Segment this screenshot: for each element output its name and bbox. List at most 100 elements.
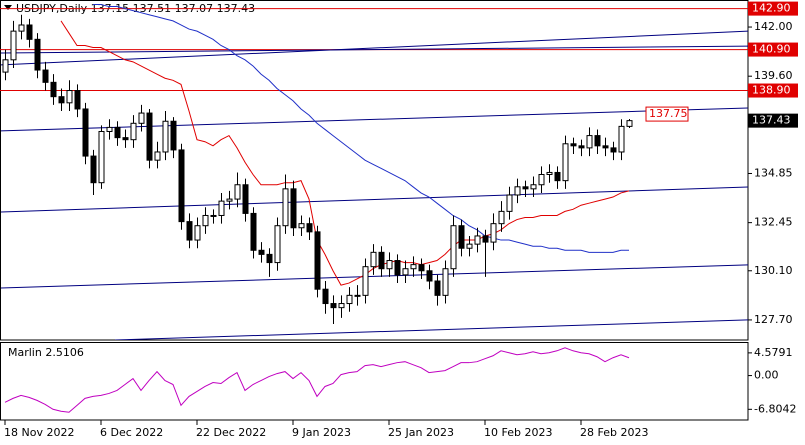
candle-body xyxy=(274,225,281,264)
candle-body xyxy=(546,171,553,176)
price-marker-box xyxy=(645,106,689,122)
indicator-y-tick-label: -6.8042 xyxy=(754,402,796,415)
candle-body xyxy=(98,130,105,184)
candle-body xyxy=(66,90,73,104)
candle-body xyxy=(498,210,505,225)
y-tick-label: 130.10 xyxy=(754,264,793,277)
candle-body xyxy=(626,120,633,127)
y-tick-label: 142.00 xyxy=(754,20,793,33)
candle-body xyxy=(178,149,185,223)
candle-body xyxy=(522,186,529,190)
candle-body xyxy=(370,251,377,268)
candle-body xyxy=(34,38,41,71)
menu-triangle[interactable] xyxy=(4,5,12,10)
y-tick-label: 134.85 xyxy=(754,166,793,179)
y-tick-label: 139.60 xyxy=(754,69,793,82)
level-label-box xyxy=(748,42,798,57)
candle-body xyxy=(554,171,561,182)
candle-body xyxy=(162,120,169,153)
candle-body xyxy=(338,303,345,309)
candle-body xyxy=(138,112,145,124)
candle-body xyxy=(42,69,49,83)
candle-body xyxy=(490,223,497,243)
candle-body xyxy=(234,184,241,200)
candle-body xyxy=(74,90,81,110)
candle-body xyxy=(10,30,17,61)
candle-body xyxy=(298,223,305,229)
candle-body xyxy=(250,212,257,251)
candle-body xyxy=(50,81,57,98)
last-price-label: 137.43 xyxy=(752,114,791,127)
candle-body xyxy=(346,294,353,305)
candle-body xyxy=(474,235,481,245)
main-panel xyxy=(0,0,749,341)
trendline xyxy=(1,186,748,213)
candle-body xyxy=(578,145,585,149)
level-label: 138.90 xyxy=(752,84,791,97)
candle-body xyxy=(466,243,473,249)
trendline xyxy=(114,319,748,340)
candle-body xyxy=(2,59,9,73)
candle-body xyxy=(378,251,385,270)
candle-body xyxy=(514,186,521,196)
candle-body xyxy=(58,96,65,104)
x-tick-label: 18 Nov 2022 xyxy=(4,426,74,439)
candle-body xyxy=(618,125,625,153)
candle-body xyxy=(434,280,441,296)
level-label-box xyxy=(748,1,798,16)
candle-body xyxy=(362,266,369,296)
x-tick-label: 9 Jan 2023 xyxy=(292,426,351,439)
candle-body xyxy=(82,108,89,157)
trendline xyxy=(1,107,748,132)
candle-body xyxy=(306,223,313,233)
x-tick-label: 6 Dec 2022 xyxy=(100,426,163,439)
ma-line xyxy=(93,4,629,253)
candle-body xyxy=(482,235,489,243)
indicator-line xyxy=(4,347,630,413)
candle-body xyxy=(506,194,513,212)
candle-body xyxy=(146,112,153,161)
candle-body xyxy=(202,214,209,227)
candle-body xyxy=(442,268,449,296)
x-tick-label: 25 Jan 2023 xyxy=(388,426,454,439)
candle-body xyxy=(226,198,233,202)
candle-body xyxy=(458,225,465,249)
candle-body xyxy=(194,225,201,241)
candle-body xyxy=(186,221,193,241)
indicator-panel xyxy=(0,342,749,421)
candle-body xyxy=(450,225,457,270)
indicator-title: Marlin 2.5106 xyxy=(8,346,84,359)
candle-body xyxy=(130,122,137,141)
ma-line xyxy=(60,20,630,286)
indicator-y-tick-label: 0.00 xyxy=(754,369,779,382)
candle-body xyxy=(330,303,337,309)
candle-body xyxy=(562,143,569,182)
candle-body xyxy=(114,126,121,139)
level-label: 142.90 xyxy=(752,2,791,15)
y-tick-label: 127.70 xyxy=(754,313,793,326)
candle-body xyxy=(602,145,609,149)
candle-body xyxy=(154,151,161,161)
candle-body xyxy=(266,253,273,264)
x-tick-label: 10 Feb 2023 xyxy=(484,426,552,439)
candle-body xyxy=(218,200,225,216)
candle-body xyxy=(314,231,321,290)
candle-body xyxy=(418,264,425,272)
candle-body xyxy=(322,288,329,305)
last-price-box xyxy=(748,113,798,128)
candle-body xyxy=(594,135,601,147)
candle-body xyxy=(538,174,545,186)
indicator-y-tick-label: 4.5791 xyxy=(754,346,793,359)
candle-body xyxy=(282,188,289,227)
x-tick-label: 22 Dec 2022 xyxy=(196,426,266,439)
x-tick-label: 28 Feb 2023 xyxy=(580,426,648,439)
y-tick-label: 132.45 xyxy=(754,216,793,229)
candle-body xyxy=(290,188,297,229)
candle-body xyxy=(258,249,265,255)
candle-body xyxy=(530,184,537,190)
candle-body xyxy=(394,260,401,276)
level-label-box xyxy=(748,83,798,98)
candle-body xyxy=(26,24,33,40)
candle-body xyxy=(410,264,417,270)
